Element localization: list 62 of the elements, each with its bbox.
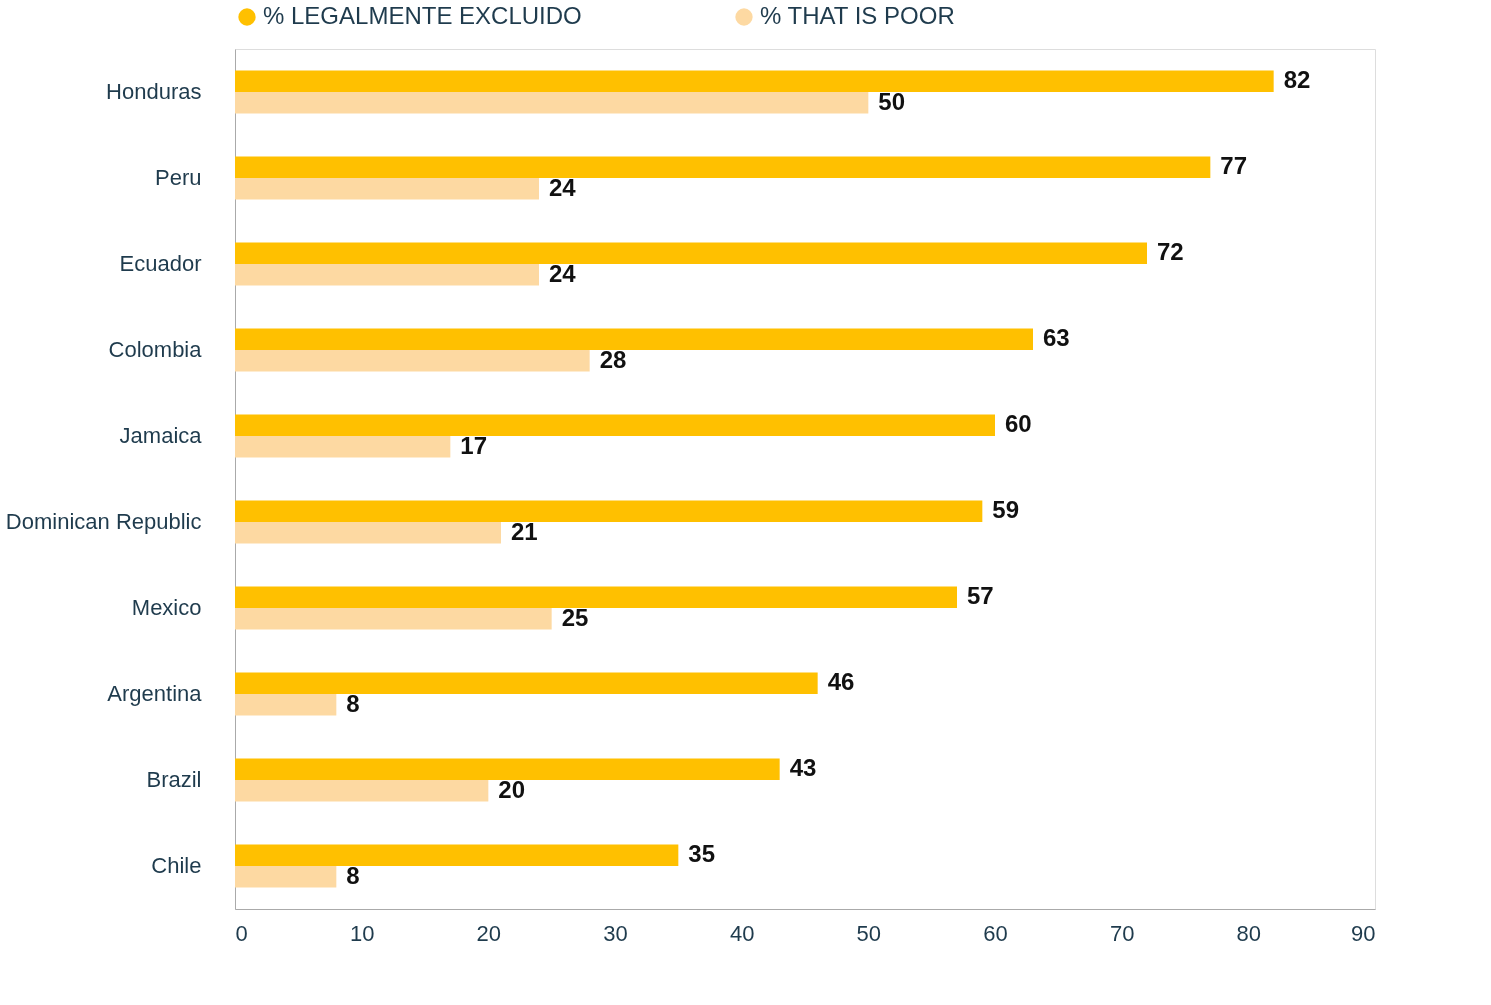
data-label: 35 — [688, 840, 716, 868]
y-tick-label: Dominican Republic — [5, 509, 202, 534]
y-tick-label: Brazil — [146, 767, 202, 792]
data-label: 24 — [549, 173, 577, 201]
y-tick-label: Honduras — [106, 79, 202, 104]
bar — [235, 608, 552, 630]
data-label: 82 — [1283, 66, 1311, 94]
y-tick-label: Peru — [155, 165, 202, 190]
x-tick-label: 90 — [1351, 920, 1376, 946]
bar — [235, 414, 995, 436]
bar — [235, 672, 818, 694]
data-label: 50 — [878, 87, 906, 115]
x-tick-label: 0 — [235, 920, 248, 946]
data-label: 63 — [1043, 324, 1070, 352]
data-label: 28 — [599, 345, 627, 373]
bar — [235, 436, 451, 458]
legend-label: % LEGALMENTE EXCLUIDO — [263, 2, 582, 29]
bar — [235, 758, 780, 780]
data-label: 17 — [460, 431, 488, 459]
bar — [235, 694, 337, 716]
bar — [235, 156, 1211, 178]
bar — [235, 522, 501, 544]
bar — [235, 242, 1147, 264]
x-tick-label: 20 — [476, 920, 502, 946]
x-tick-label: 80 — [1236, 920, 1262, 946]
data-label: 21 — [511, 517, 538, 545]
data-label: 25 — [561, 603, 589, 631]
data-label: 20 — [498, 775, 526, 803]
y-tick-label: Mexico — [131, 595, 202, 620]
y-tick-label: Jamaica — [119, 423, 203, 448]
y-tick-label: Argentina — [107, 681, 203, 706]
x-tick-label: 50 — [856, 920, 882, 946]
bar — [235, 328, 1033, 350]
x-tick-label: 40 — [729, 920, 755, 946]
bar — [235, 844, 679, 866]
bar — [235, 500, 983, 522]
data-label: 8 — [346, 861, 360, 889]
data-label: 8 — [346, 689, 360, 717]
data-label: 46 — [827, 668, 855, 696]
data-label: 57 — [967, 582, 994, 610]
bar — [235, 264, 539, 286]
legend-label: % THAT IS POOR — [760, 2, 955, 29]
bar — [235, 350, 590, 372]
bar — [235, 866, 337, 888]
data-label: 72 — [1157, 238, 1184, 266]
bar — [235, 178, 539, 200]
y-tick-label: Colombia — [108, 337, 203, 362]
y-tick-label: Ecuador — [119, 251, 202, 276]
bar — [235, 70, 1274, 92]
x-tick-label: 70 — [1109, 920, 1135, 946]
x-tick-label: 30 — [603, 920, 628, 946]
bar — [235, 780, 489, 802]
data-label: 77 — [1220, 152, 1248, 180]
y-tick-label: Chile — [151, 853, 202, 878]
bar — [235, 92, 869, 114]
data-label: 59 — [992, 496, 1020, 524]
data-label: 60 — [1005, 410, 1032, 438]
x-tick-label: 10 — [349, 920, 375, 946]
bar — [235, 586, 957, 608]
data-label: 24 — [549, 259, 577, 287]
x-tick-label: 60 — [983, 920, 1008, 946]
data-label: 43 — [789, 754, 817, 782]
